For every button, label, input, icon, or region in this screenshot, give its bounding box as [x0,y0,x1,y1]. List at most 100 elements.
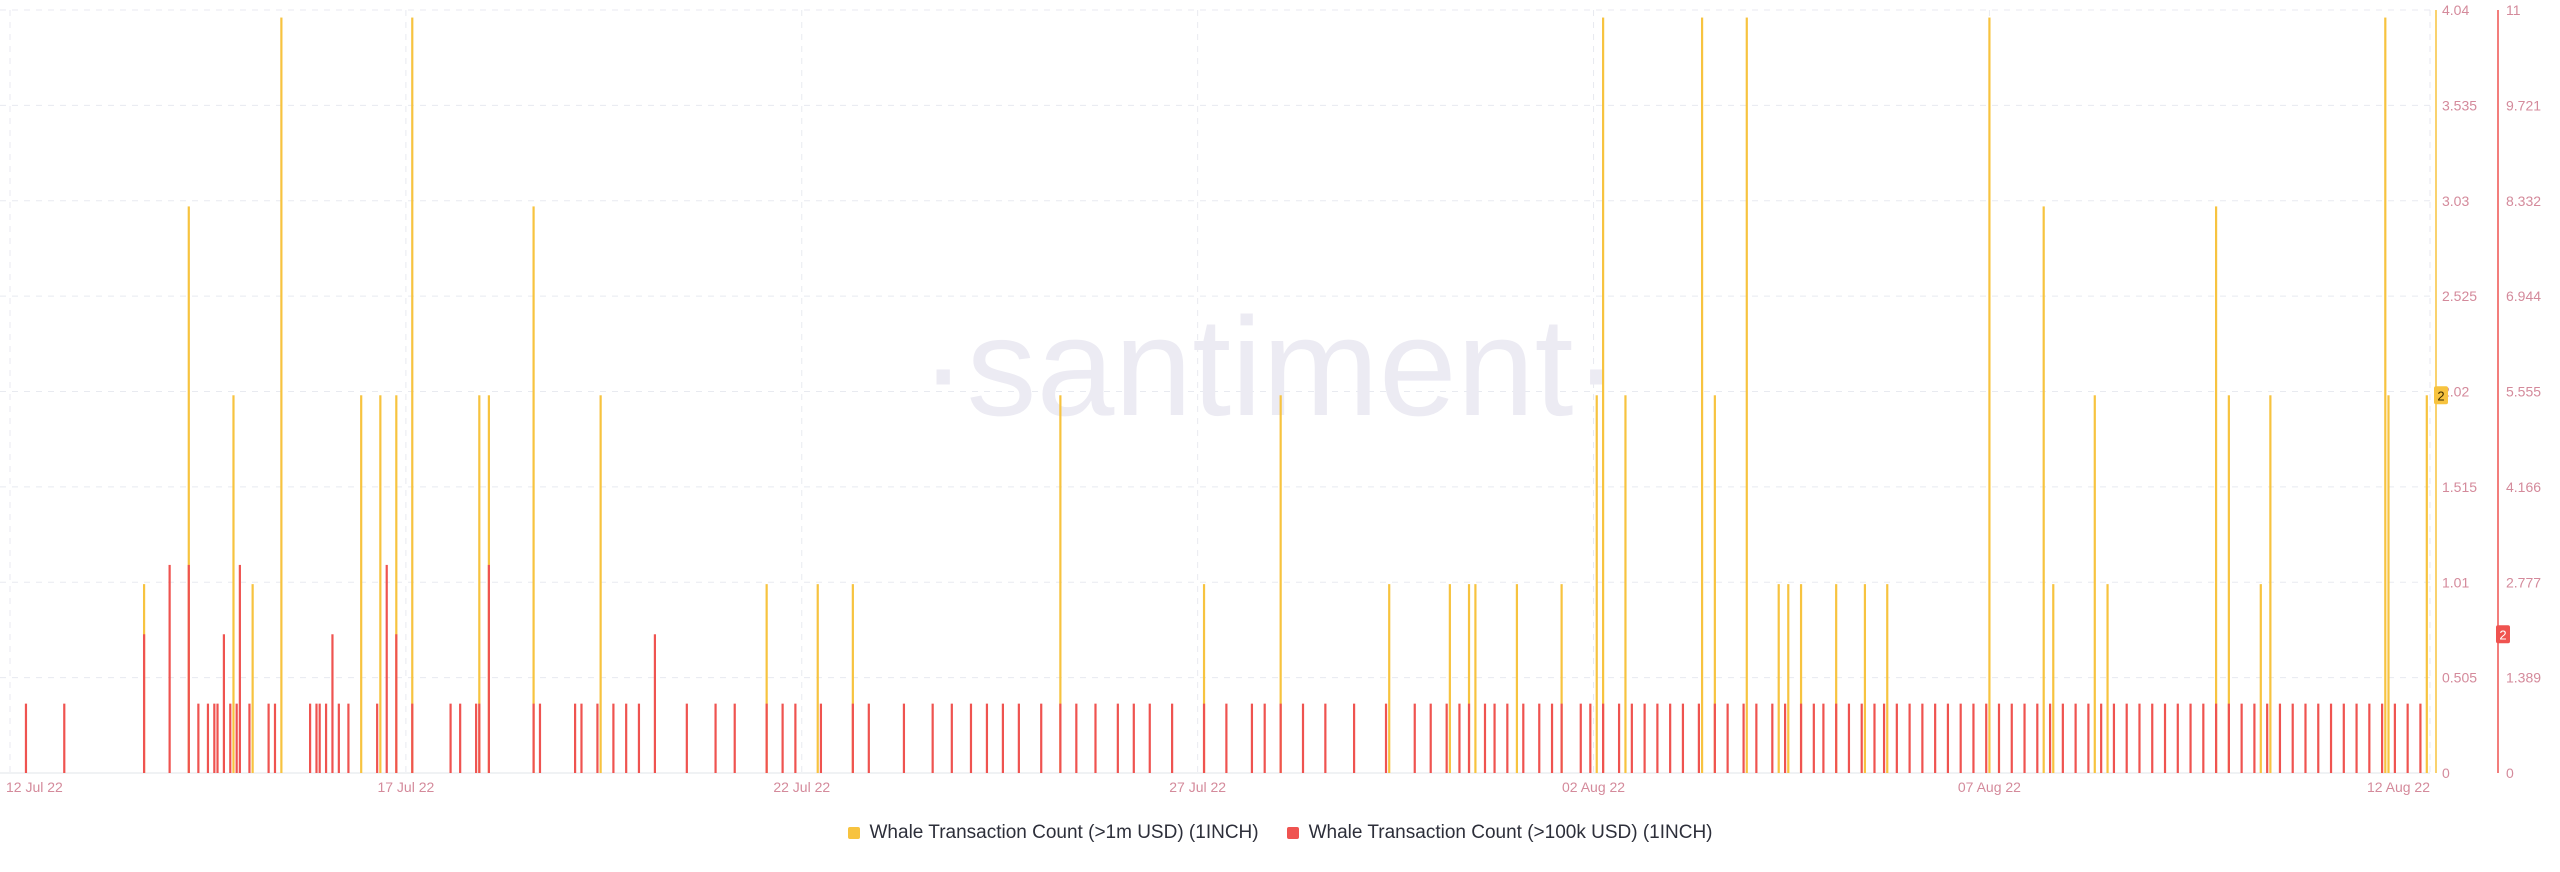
bar-100k [2329,703,2333,773]
bar-100k [1279,703,1282,773]
bar-100k [2240,703,2243,773]
bar-100k [2266,703,2269,773]
y-tick-100k-label: 2.777 [2506,574,2541,590]
bar-100k [2151,703,2154,773]
bar-100k [2278,703,2282,773]
bar-100k [596,703,599,773]
bar-100k [714,703,717,773]
bar-100k [1132,703,1135,773]
y-tick-100k-label: 6.944 [2506,288,2541,304]
bar-100k [1681,703,1685,773]
bar-100k [1225,703,1228,773]
bar-100k [733,703,736,773]
bar-100k [902,703,906,773]
bar-100k [1742,703,1745,773]
bar-100k [1669,703,1672,773]
santiment-watermark: ·santiment· [920,288,1620,445]
y-tick-1m-label: 3.535 [2442,97,2477,113]
bar-100k [2304,703,2307,773]
bar-100k [337,703,340,773]
bar-100k [1413,703,1416,773]
bar-100k [1755,703,1758,773]
legend-label-1m: Whale Transaction Count (>1m USD) (1INCH… [869,822,1259,843]
bar-1m [1988,17,1991,774]
bar-100k [1713,703,1716,773]
bar-1m [1467,584,1471,773]
y-tick-1m-label: 0 [2442,765,2450,781]
bar-100k [1094,703,1097,773]
bar-1m [411,17,414,774]
bar-1m [816,584,819,773]
bar-100k [2189,703,2192,773]
bar-100k [1579,703,1582,773]
badge-100k [2496,625,2510,644]
bar-100k [2163,703,2167,773]
bar-100k [637,703,641,773]
bar-1m [379,395,382,773]
bar-100k [1771,703,1774,773]
x-tick-label: 07 Aug 22 [1958,779,2021,795]
bar-1m [2042,206,2045,774]
y-tick-1m-label: 4.04 [2442,2,2469,18]
bar-100k [851,703,854,773]
bar-100k [2291,703,2294,773]
bar-100k [2138,703,2141,773]
bar-1m [1777,584,1780,773]
bar-100k [1822,703,1825,773]
bar-100k [385,564,388,773]
bar-1m [1863,584,1867,773]
bar-100k [459,703,462,773]
bar-100k [1538,703,1541,773]
bar-100k [1959,703,1962,773]
bar-100k [1429,703,1432,773]
bar-100k [1458,703,1461,773]
bar-100k [2202,703,2205,773]
bar-1m [1745,17,1748,774]
bar-100k [1630,703,1633,773]
y-tick-100k-label: 9.721 [2506,97,2541,113]
bar-100k [1882,703,1886,773]
bar-100k [1040,703,1043,773]
bar-1m [232,395,235,773]
bar-1m [2214,206,2218,774]
bar-100k [1921,703,1924,773]
y-tick-1m-label: 1.515 [2442,479,2477,495]
bar-100k [24,703,28,773]
bar-100k [2100,703,2103,773]
bar-1m [532,206,535,774]
y-tick-100k-label: 1.389 [2506,670,2541,686]
bar-100k [1895,703,1898,773]
bar-1m [2227,395,2230,773]
bar-100k [1493,703,1496,773]
bar-100k [1643,703,1646,773]
bar-100k [781,703,784,773]
bar-1m [1595,395,1598,773]
bar-100k [1324,703,1327,773]
bar-1m [851,584,854,773]
bar-1m [280,17,283,774]
legend-item-1m[interactable]: Whale Transaction Count (>1m USD) (1INCH… [847,822,1259,844]
bar-100k [238,564,241,773]
bar-100k [1985,703,1988,773]
bar-100k [273,703,277,773]
bar-100k [765,703,768,773]
bar-100k [2036,703,2039,773]
bar-100k [213,703,216,773]
bar-100k [63,703,66,773]
bar-100k [2048,703,2052,773]
bar-100k [331,634,334,773]
legend-item-100k[interactable]: Whale Transaction Count (>100k USD) (1IN… [1286,822,1713,844]
bar-100k [2214,703,2218,773]
x-tick-label: 12 Aug 22 [2367,779,2430,795]
bar-1m [599,395,602,773]
bar-1m [251,584,254,773]
bar-1m [1713,395,1716,773]
bar-100k [478,703,481,773]
bar-100k [1001,703,1005,773]
bar-100k [985,703,989,773]
bar-100k [1617,703,1621,773]
bar-100k [487,564,490,773]
bar-100k [794,703,797,773]
bar-100k [1059,703,1062,773]
bar-1m [2093,395,2096,773]
